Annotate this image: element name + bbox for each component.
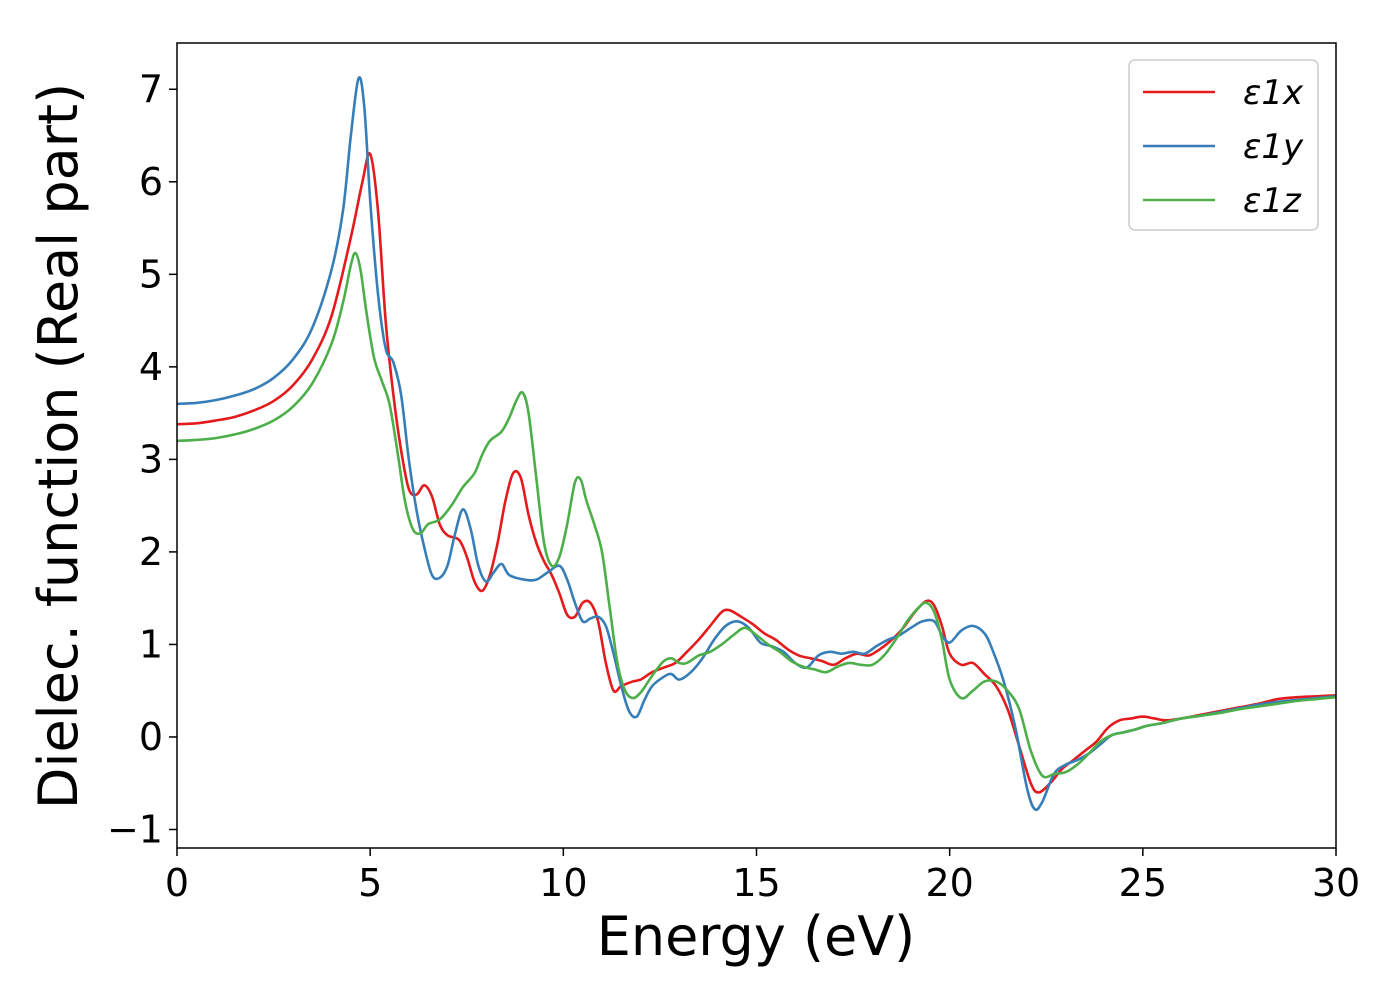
legend-label-1: ε1x [1243, 73, 1304, 113]
x-axis: 0 5 10 15 20 25 30 [165, 848, 1360, 905]
y-axis: −1 0 1 2 3 4 5 6 7 [107, 67, 177, 851]
y-tick-label: 4 [139, 345, 163, 389]
x-axis-label: Energy (eV) [597, 905, 916, 968]
plot-area [177, 75, 1336, 812]
series-line-3 [177, 251, 1336, 779]
x-tick-label: 0 [165, 861, 189, 905]
x-tick-label: 5 [358, 861, 382, 905]
y-tick-label: 7 [139, 67, 163, 111]
legend-label-3: ε1z [1243, 181, 1302, 221]
series-line-2 [177, 75, 1336, 812]
y-axis-label: Dielec. function (Real part) [27, 83, 90, 809]
y-tick-label: −1 [107, 807, 163, 851]
legend-box [1128, 59, 1319, 231]
y-tick-label: 5 [139, 252, 163, 296]
y-tick-label: 1 [139, 622, 163, 666]
series-line-1 [177, 152, 1336, 794]
y-tick-label: 3 [139, 437, 163, 481]
x-tick-label: 25 [1119, 861, 1167, 905]
x-tick-label: 10 [539, 861, 587, 905]
x-tick-label: 20 [925, 861, 973, 905]
y-tick-label: 2 [139, 530, 163, 574]
x-tick-label: 15 [732, 861, 780, 905]
legend-label-2: ε1y [1243, 127, 1304, 167]
y-tick-label: 6 [139, 160, 163, 204]
x-tick-label: 30 [1312, 861, 1360, 905]
y-tick-label: 0 [139, 715, 163, 759]
legend: ε1x ε1y ε1z [1128, 59, 1319, 231]
